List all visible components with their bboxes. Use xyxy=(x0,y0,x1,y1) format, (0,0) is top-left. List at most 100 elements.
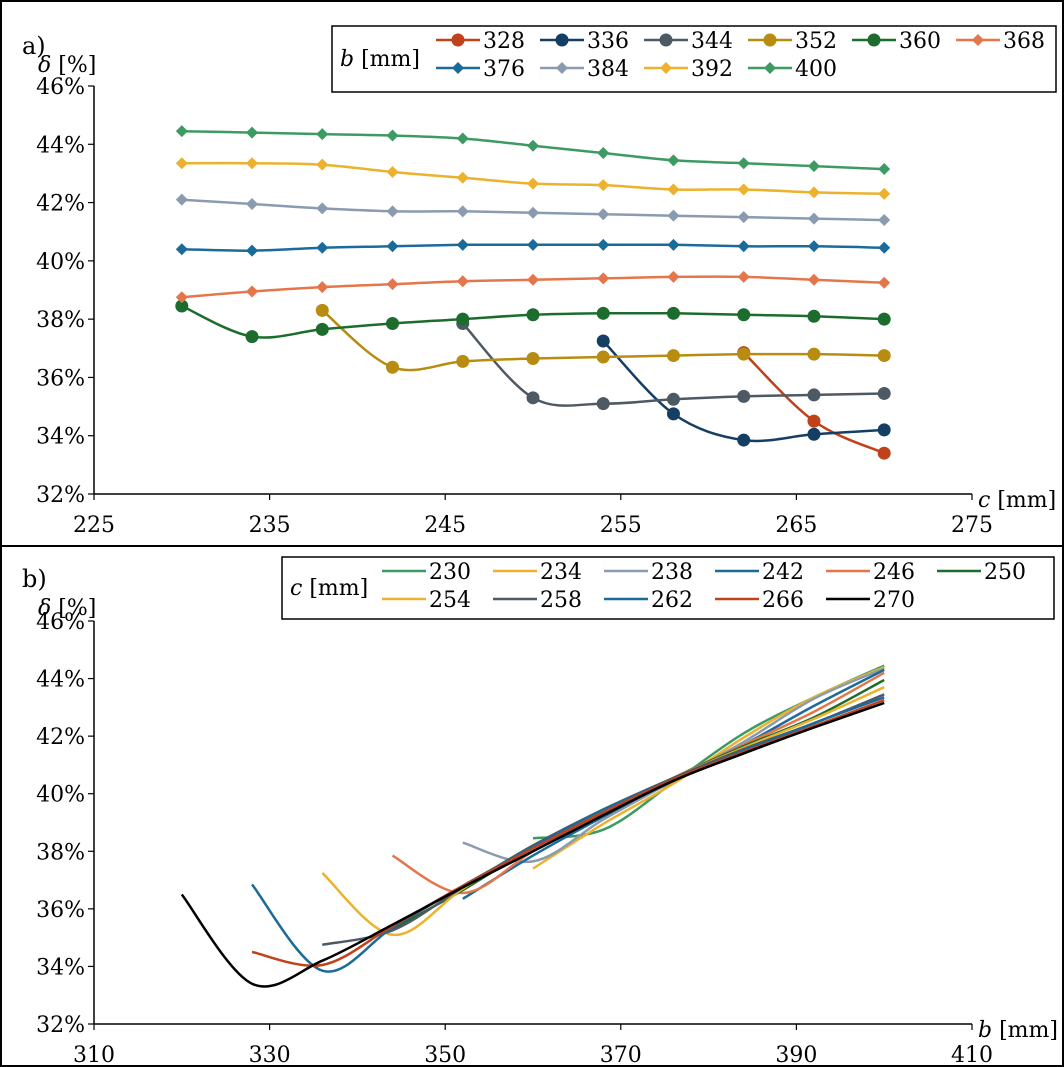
data-point xyxy=(807,186,820,199)
data-point xyxy=(456,275,469,288)
y-tick-label: 40% xyxy=(36,250,85,275)
data-point xyxy=(386,360,400,374)
data-point xyxy=(456,205,469,218)
series-line-246 xyxy=(391,671,885,895)
data-point xyxy=(246,244,259,257)
data-point xyxy=(878,187,891,200)
data-point xyxy=(807,388,821,402)
data-point xyxy=(246,198,259,211)
series-line-262 xyxy=(251,696,885,973)
data-point xyxy=(526,308,540,322)
x-tick-label: 390 xyxy=(775,1043,817,1065)
data-point xyxy=(175,243,188,256)
x-tick-label: 245 xyxy=(424,513,466,538)
data-point xyxy=(737,308,751,322)
data-point xyxy=(316,202,329,215)
chart-panel-a: a) δ [%] 32% 34% 36% 38% 40% 42% 44% 46% 225 235 245… xyxy=(0,0,1064,546)
data-point xyxy=(737,270,750,283)
data-point xyxy=(175,193,188,206)
panel-label: a) xyxy=(22,32,46,60)
y-tick-label: 46% xyxy=(36,75,85,100)
legend-marker xyxy=(659,33,673,47)
data-point xyxy=(667,270,680,283)
data-point xyxy=(527,139,539,152)
data-point xyxy=(807,273,820,286)
data-point xyxy=(386,165,399,178)
x-axis-label: b [mm] xyxy=(978,1018,1058,1043)
data-point xyxy=(596,334,610,348)
data-point xyxy=(878,163,891,176)
y-tick-label: 38% xyxy=(36,840,85,865)
data-point xyxy=(316,281,329,294)
data-point xyxy=(527,273,539,286)
data-point xyxy=(245,330,259,344)
data-point xyxy=(878,276,891,289)
x-tick-label: 225 xyxy=(73,513,115,538)
data-point xyxy=(877,312,891,326)
data-point xyxy=(877,386,891,400)
legend-label-400: 400 xyxy=(795,57,837,82)
y-tick-label: 44% xyxy=(36,668,85,693)
data-point xyxy=(807,414,821,428)
y-tick-label: 36% xyxy=(36,898,85,923)
data-point xyxy=(737,240,750,253)
legend-marker xyxy=(452,62,464,74)
data-point xyxy=(386,240,399,253)
data-point xyxy=(877,349,891,363)
x-tick-label: 265 xyxy=(775,513,817,538)
data-point xyxy=(456,354,470,368)
data-point xyxy=(807,347,821,361)
data-point xyxy=(386,317,400,331)
legend-label-392: 392 xyxy=(691,57,733,82)
data-point xyxy=(667,183,680,196)
data-point xyxy=(597,179,610,192)
x-tick-label: 310 xyxy=(73,1043,115,1065)
legend-label-270: 270 xyxy=(873,588,915,613)
x-axis-label: c [mm] xyxy=(978,488,1056,513)
data-point xyxy=(666,306,680,320)
legend-marker xyxy=(867,33,881,47)
y-tick-label: 44% xyxy=(36,133,85,158)
x-tick-label: 255 xyxy=(600,513,642,538)
data-point xyxy=(316,241,329,254)
legend-label-246: 246 xyxy=(873,560,915,585)
data-point xyxy=(386,129,399,142)
legend-label-266: 266 xyxy=(762,588,804,613)
x-tick-label: 370 xyxy=(600,1043,642,1065)
y-tick-label: 42% xyxy=(36,192,85,217)
x-tick-label: 275 xyxy=(951,513,993,538)
data-point xyxy=(386,278,399,291)
data-point xyxy=(246,126,259,139)
data-point xyxy=(315,303,329,317)
data-point xyxy=(597,208,610,221)
data-point xyxy=(456,132,469,145)
legend-label-336: 336 xyxy=(587,29,629,54)
legend: b [mm] 328 336 344 352 360 368 376 384 392 400 xyxy=(331,25,1057,93)
chart-a-svg: a)δ [%] 32% 34% 36% 38% 40% 42% 44% 46% 225 235 245… xyxy=(22,25,1057,538)
data-point xyxy=(526,391,540,405)
data-point xyxy=(666,407,680,421)
legend-label-250: 250 xyxy=(984,560,1026,585)
legend-marker xyxy=(764,62,776,74)
y-tick-label: 38% xyxy=(36,308,85,333)
legend-label-344: 344 xyxy=(691,29,733,54)
data-point xyxy=(667,154,680,167)
legend-label-352: 352 xyxy=(795,29,837,54)
data-point xyxy=(877,446,891,460)
data-point xyxy=(667,209,680,222)
x-tick-label: 410 xyxy=(951,1043,993,1065)
y-tick-label: 32% xyxy=(36,1013,85,1038)
data-point xyxy=(456,312,470,326)
legend-marker xyxy=(555,33,569,47)
data-point xyxy=(456,171,469,184)
data-point xyxy=(175,291,188,304)
legend-label-368: 368 xyxy=(1003,29,1045,54)
data-point xyxy=(666,349,680,363)
data-point xyxy=(666,392,680,406)
legend-label-238: 238 xyxy=(651,560,693,585)
data-point xyxy=(526,351,540,365)
x-tick-label: 350 xyxy=(424,1043,466,1065)
legend-label-376: 376 xyxy=(483,57,525,82)
legend: c [mm] 230 234 238 242 246 250 254 258 262 266 270 xyxy=(281,556,1055,620)
data-point xyxy=(456,238,469,251)
